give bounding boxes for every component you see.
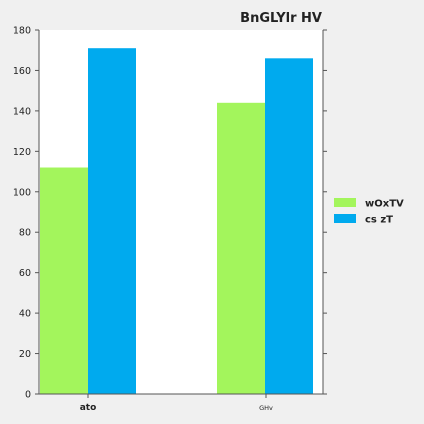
- bar-woxtv-ghv: [217, 102, 265, 395]
- bar-cs-zt-ato: [88, 48, 136, 394]
- y-tick-label: 180: [13, 26, 31, 37]
- y-tick-label: 160: [13, 66, 31, 77]
- legend-swatch: [334, 214, 356, 223]
- y-tick-label: 100: [13, 187, 31, 198]
- chart-title: BnGLYlr HV: [240, 11, 322, 26]
- legend-label: wOxTV: [365, 199, 404, 210]
- y-tick-label: 80: [19, 228, 31, 239]
- y-tick-label: 120: [13, 147, 31, 158]
- legend-swatch: [334, 198, 356, 207]
- x-tick-label: ato: [80, 403, 97, 413]
- bars-group: [40, 48, 313, 395]
- x-tick-label: GHv: [259, 404, 273, 412]
- y-tick-label: 0: [25, 390, 31, 401]
- y-tick-label: 40: [19, 309, 31, 320]
- legend: wOxTV cs zT: [334, 198, 404, 226]
- bar-cs-zt-ghv: [265, 58, 313, 395]
- y-tick-label: 20: [19, 349, 31, 360]
- bar-woxtv-ato: [40, 167, 88, 394]
- y-tick-label: 60: [19, 268, 31, 279]
- legend-label: cs zT: [365, 215, 393, 226]
- y-axis: 0 20 40 60 80 100 120 140 160 180: [13, 26, 327, 401]
- x-axis: ato GHv: [39, 393, 323, 413]
- y-tick-label: 140: [13, 106, 31, 117]
